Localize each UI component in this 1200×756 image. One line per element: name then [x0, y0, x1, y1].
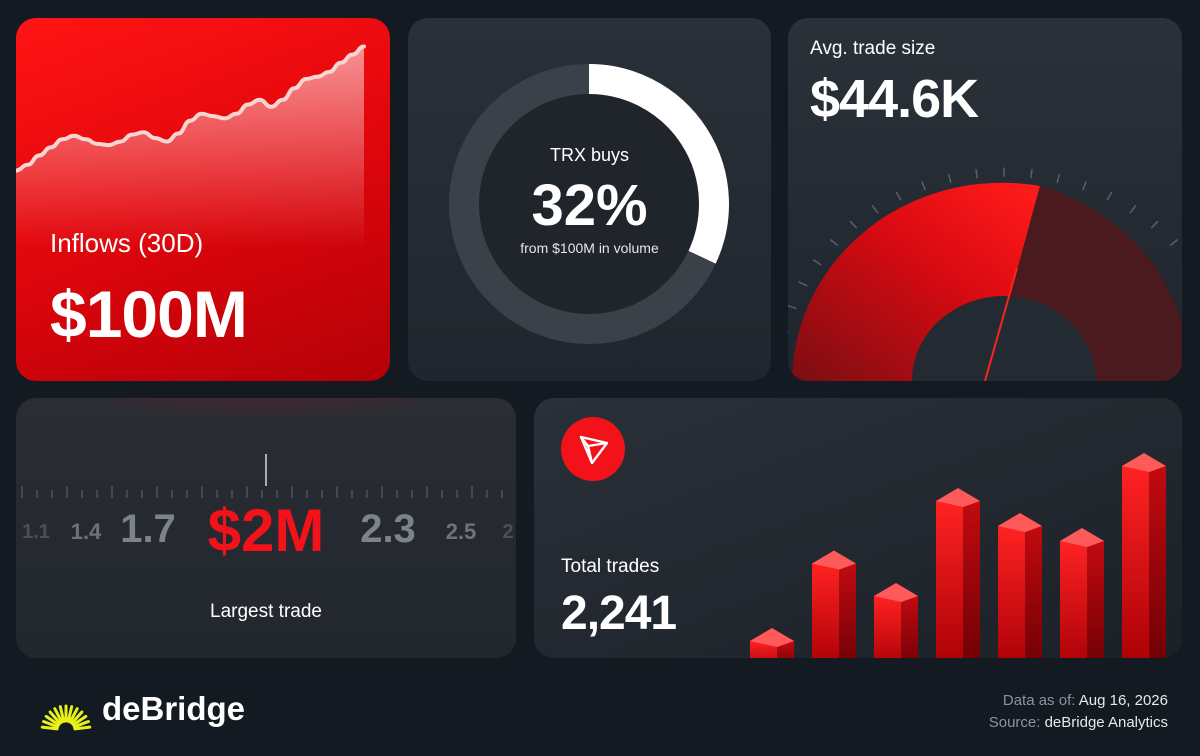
- sunburst-ray: [71, 714, 88, 727]
- inflows-area-fill: [16, 46, 364, 248]
- bar: [936, 501, 964, 658]
- avg-trade-label: Avg. trade size: [810, 38, 936, 59]
- total-trades-card: Total trades 2,241: [534, 398, 1182, 658]
- gauge-tick: [1056, 173, 1061, 183]
- largest-trade-value: $2M: [207, 497, 325, 564]
- source-label: Source:: [988, 714, 1041, 731]
- avg-trade-gauge: [788, 167, 1182, 381]
- gauge-tick: [895, 191, 902, 201]
- scale-label: 2: [502, 521, 514, 543]
- bar-cap: [936, 488, 980, 507]
- donut-slice-trx: [588, 64, 729, 264]
- trx-buys-label: TRX buys: [549, 145, 630, 165]
- gauge-tick: [1129, 204, 1137, 214]
- bar-side: [901, 596, 918, 658]
- bar-cap: [750, 628, 794, 647]
- bar-side: [1025, 526, 1042, 658]
- gauge-tick: [921, 181, 926, 191]
- gauge-tick: [871, 204, 879, 214]
- bar-side: [1087, 541, 1104, 658]
- largest-trade-card: 1.1 1.4 1.7 $2M 2.3 2.5 2 Largest trade: [16, 398, 516, 658]
- sunburst-ray: [73, 725, 92, 731]
- tron-icon: [561, 417, 625, 481]
- bar: [998, 526, 1026, 658]
- total-trades-bar-chart: [750, 453, 1166, 658]
- sunburst-ray: [53, 707, 64, 724]
- gauge-tick: [798, 281, 808, 287]
- source-value: deBridge Analytics: [1044, 714, 1168, 731]
- gauge-tick: [1030, 169, 1033, 179]
- footer-info: Data as of: Aug 16, 2026 Source: deBridg…: [989, 690, 1168, 734]
- sunburst-ray: [70, 710, 84, 725]
- trx-buys-donut: [449, 64, 729, 344]
- bar: [812, 563, 840, 658]
- bar-cap: [1122, 453, 1166, 472]
- bar-cap: [1060, 528, 1104, 547]
- scale-label: 1.1: [22, 521, 50, 543]
- trx-buys-card: TRX buys 32% from $100M in volume: [408, 18, 771, 381]
- gauge-tick: [1169, 238, 1179, 247]
- date-value: Aug 16, 2026: [1078, 692, 1168, 709]
- scale-label: 2.5: [445, 519, 477, 544]
- total-trades-value: 2,241: [561, 587, 677, 640]
- ruler-ticks: [21, 486, 503, 498]
- inflows-area-chart: [16, 44, 366, 248]
- inflows-value: $100M: [50, 277, 248, 351]
- inflows-card: Inflows (30D) $100M: [16, 18, 390, 381]
- gauge-tick: [788, 331, 789, 333]
- sunburst-ray: [68, 707, 79, 724]
- bar: [1122, 466, 1150, 658]
- gauge-ticks: [788, 167, 1179, 333]
- sunburst-ray: [66, 705, 74, 723]
- largest-trade-label: Largest trade: [210, 601, 322, 622]
- gauge-tick: [788, 304, 797, 310]
- date-label: Data as of:: [1002, 692, 1076, 709]
- debridge-sunburst-icon: [40, 704, 92, 731]
- gauge-tick: [812, 259, 822, 266]
- gauge-hub: [912, 296, 1096, 381]
- avg-trade-card: Avg. trade size $44.6K: [788, 18, 1182, 381]
- gauge-tick: [829, 238, 839, 247]
- sunburst-ray: [48, 710, 62, 725]
- bar: [874, 596, 902, 658]
- sunburst-ray: [42, 720, 60, 729]
- trx-buys-sub: from $100M in volume: [520, 240, 659, 256]
- gauge-tick: [849, 220, 858, 229]
- avg-trade-value: $44.6K: [810, 69, 979, 129]
- brand-name: deBridge: [102, 690, 246, 727]
- gauge-tick: [975, 169, 978, 179]
- bar-side: [1149, 466, 1166, 658]
- trx-buys-value: 32%: [531, 173, 648, 238]
- sunburst-ray: [72, 720, 90, 729]
- largest-trade-ruler: [16, 398, 516, 508]
- scale-label: 2.3: [360, 507, 416, 551]
- gauge-needle: [984, 267, 1018, 381]
- inflows-line: [16, 44, 366, 173]
- bar-side: [963, 501, 980, 658]
- sunburst-ray: [44, 714, 61, 727]
- inflows-label: Inflows (30D): [50, 228, 204, 258]
- gauge-tick: [1082, 181, 1087, 191]
- scale-label: 1.7: [120, 507, 176, 551]
- total-trades-label: Total trades: [561, 556, 660, 577]
- bar-cap: [812, 550, 856, 570]
- gauge-tick: [1150, 220, 1159, 229]
- bar-cap: [874, 583, 918, 602]
- gauge-tick: [1106, 191, 1113, 201]
- scale-label: 1.4: [70, 519, 102, 544]
- gauge-tick: [947, 173, 952, 183]
- bar-side: [839, 563, 856, 658]
- sunburst-ray: [40, 725, 59, 731]
- bar-cap: [998, 513, 1042, 532]
- bar: [1060, 541, 1088, 658]
- sunburst-ray: [58, 705, 66, 723]
